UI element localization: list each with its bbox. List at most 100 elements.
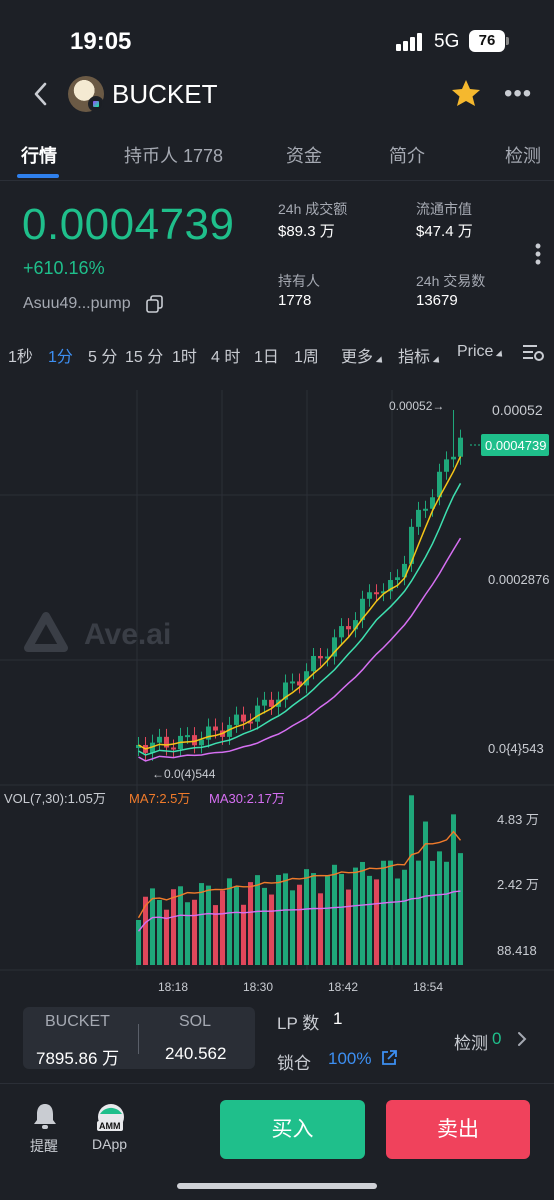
external-link-icon[interactable]: [380, 1049, 398, 1067]
volume-bar: [199, 883, 204, 965]
candle-body: [157, 736, 162, 743]
volume-bar: [332, 864, 337, 965]
volume-bar: [430, 860, 435, 965]
status-bar: 19:05 5G 76: [0, 0, 554, 80]
candle-body: [325, 656, 330, 659]
buy-button[interactable]: 买入: [220, 1100, 365, 1159]
candle-body: [402, 563, 407, 578]
volume-bar: [192, 899, 197, 965]
timeframe-1s[interactable]: 1秒: [8, 349, 33, 366]
volume-bar: [220, 890, 225, 965]
tab-active-indicator: [17, 174, 59, 178]
vol-ma30-legend: MA30:2.17万: [209, 791, 285, 806]
price-mode-label: Price: [457, 343, 494, 360]
back-icon[interactable]: [28, 80, 54, 108]
more-icon[interactable]: •••: [504, 80, 533, 107]
price-mode-dropdown[interactable]: Price: [457, 343, 503, 361]
tab-check[interactable]: 检测: [505, 146, 541, 166]
pool-token-label: BUCKET: [45, 1013, 110, 1030]
chart-settings-icon[interactable]: [521, 343, 545, 363]
vol-ma30-line: [137, 890, 461, 932]
more-timeframes-dropdown[interactable]: 更多: [341, 343, 383, 367]
volume-bar: [283, 873, 288, 965]
tab-funds[interactable]: 资金: [286, 146, 322, 166]
ma-line-short: [138, 456, 462, 750]
vol-axis-label: 88.418: [497, 943, 537, 958]
alert-button[interactable]: 提醒: [20, 1102, 70, 1158]
indicators-dropdown[interactable]: 指标: [398, 343, 440, 367]
copy-icon[interactable]: [145, 294, 165, 314]
price-change: +610.16%: [23, 258, 105, 278]
volume-bar: [458, 853, 463, 965]
candle-body: [311, 655, 316, 672]
current-price-tag: [481, 434, 549, 456]
volume-bar: [451, 814, 456, 965]
volume-bar: [248, 882, 253, 965]
dapp-button[interactable]: AMM DApp: [88, 1102, 134, 1158]
volume-bar: [255, 875, 260, 965]
check-label[interactable]: 检测: [454, 1034, 488, 1053]
candle-body: [262, 699, 267, 706]
candle-body: [367, 592, 372, 599]
stat-label: 24h 成交额: [278, 201, 348, 217]
volume-bar: [227, 878, 232, 965]
volume-bar: [304, 869, 309, 965]
ma-line-mid: [138, 482, 462, 756]
stat-value: 13679: [416, 292, 458, 309]
candlestick-chart[interactable]: Ave.ai 0.00052 0.0004739 0.0002876 0.0{4…: [0, 380, 554, 1000]
candles: [136, 410, 463, 761]
candle-body: [255, 705, 260, 722]
volume-bar: [360, 861, 365, 965]
candle-body: [360, 598, 365, 621]
volume-bar: [171, 889, 176, 965]
timeframe-4h[interactable]: 4 时: [211, 349, 241, 366]
time-axis-label: 18:42: [328, 980, 358, 994]
volume-bar: [388, 860, 393, 965]
timeframe-15m[interactable]: 15 分: [125, 349, 164, 366]
vol-ma7-line: [137, 830, 462, 919]
volume-bar: [416, 860, 421, 965]
candle-body: [437, 471, 442, 498]
time-axis-label: 18:54: [413, 980, 443, 994]
volume-bar: [374, 879, 379, 965]
candle-body: [346, 626, 351, 630]
tab-bar: 行情 持币人 1778 资金 简介 检测: [0, 135, 554, 181]
price-axis-label: 0.0002876: [488, 572, 549, 587]
battery-cap: [506, 37, 509, 45]
volume-bar: [402, 869, 407, 965]
volume-bar: [423, 821, 428, 965]
network-type: 5G: [434, 31, 460, 52]
stat-value: $47.4 万: [416, 223, 473, 240]
pool-sol-amount: 240.562: [165, 1044, 227, 1063]
moving-averages: [138, 456, 462, 762]
timeframe-1w[interactable]: 1周: [294, 349, 319, 366]
time-axis-label: 18:18: [158, 980, 188, 994]
timeframe-1d[interactable]: 1日: [254, 349, 279, 366]
contract-address[interactable]: Asuu49...pump: [23, 295, 131, 312]
timeframe-1h[interactable]: 1时: [172, 349, 197, 366]
vertical-more-icon[interactable]: • • •: [534, 236, 542, 272]
more-label: 更多: [341, 349, 374, 366]
vol-axis-label: 2.42 万: [497, 877, 539, 892]
pool-divider: [138, 1024, 139, 1054]
timeframe-1m[interactable]: 1分: [48, 349, 73, 366]
star-icon[interactable]: [450, 78, 482, 108]
tab-intro[interactable]: 简介: [389, 146, 425, 166]
candle-body: [283, 682, 288, 700]
low-marker: ←0.0(4)544: [152, 767, 216, 781]
tab-holders[interactable]: 持币人 1778: [124, 146, 224, 166]
tab-market[interactable]: 行情: [21, 146, 57, 166]
vol-legend: VOL(7,30):1.05万: [4, 791, 106, 806]
candle-body: [339, 626, 344, 638]
pool-token-amount: 7895.86 万: [36, 1049, 120, 1068]
candle-body: [381, 591, 386, 594]
lock-label: 锁仓: [277, 1054, 311, 1073]
timeframe-5m[interactable]: 5 分: [88, 349, 118, 366]
volume-bar: [381, 860, 386, 965]
sell-button[interactable]: 卖出: [386, 1100, 530, 1159]
chevron-right-icon[interactable]: [515, 1030, 529, 1048]
volume-bar: [437, 851, 442, 965]
lock-value[interactable]: 100%: [328, 1049, 372, 1068]
candle-body: [241, 714, 246, 722]
bell-icon: [34, 1104, 56, 1129]
